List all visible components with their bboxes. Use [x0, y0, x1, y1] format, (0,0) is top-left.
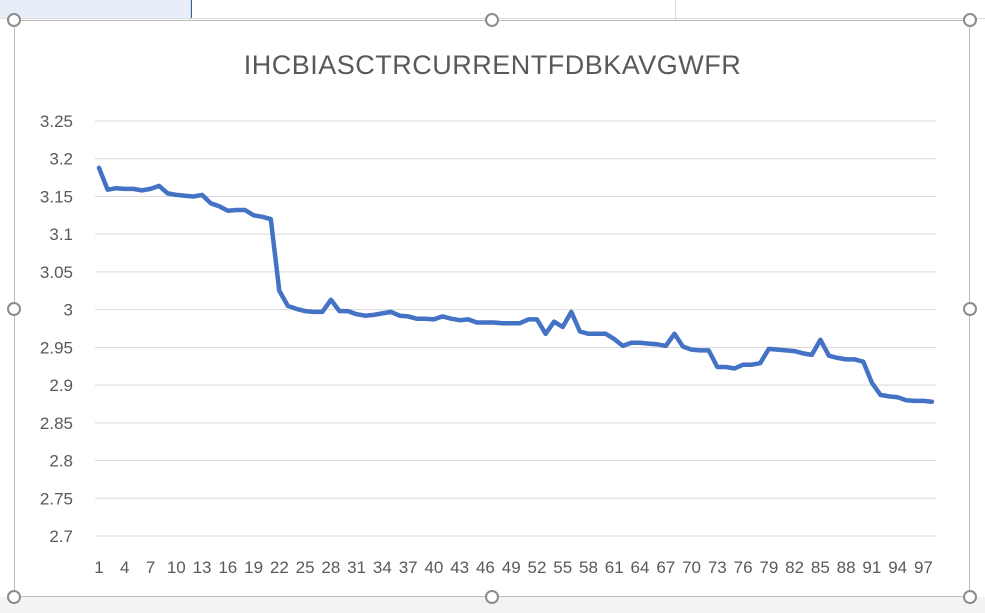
x-tick-label: 91	[862, 558, 881, 577]
x-tick-label: 64	[631, 558, 650, 577]
y-axis-ticks: 3.25 3.2 3.15 3.1 3.05 3 2.95 2.9 2.85 2.8 2.75 2.7	[40, 112, 73, 546]
x-tick-label: 46	[476, 558, 495, 577]
y-tick-label: 2.85	[40, 414, 73, 433]
y-tick-label: 3.05	[40, 263, 73, 282]
x-tick-label: 40	[424, 558, 443, 577]
x-tick-label: 1	[94, 558, 103, 577]
y-tick-label: 3.2	[49, 150, 73, 169]
x-tick-label: 37	[399, 558, 418, 577]
x-tick-label: 88	[837, 558, 856, 577]
chart-title: IHCBIASCTRCURRENTFDBKAVGWFR	[243, 50, 742, 80]
x-axis-ticks: 1 4 7 10 13 16 19 22 25 28 31 34 37 40 43 46 49 52 55 58 61 6…	[94, 558, 933, 577]
x-tick-label: 10	[167, 558, 186, 577]
x-tick-label: 79	[759, 558, 778, 577]
selected-cell[interactable]	[0, 0, 192, 18]
resize-handle-top[interactable]	[485, 13, 499, 27]
y-tick-label: 2.7	[49, 527, 73, 546]
x-tick-label: 28	[321, 558, 340, 577]
x-tick-label: 58	[579, 558, 598, 577]
x-tick-label: 67	[656, 558, 675, 577]
x-tick-label: 19	[244, 558, 263, 577]
x-tick-label: 76	[734, 558, 753, 577]
resize-handle-bottom-left[interactable]	[7, 590, 21, 604]
x-tick-label: 34	[373, 558, 392, 577]
resize-handle-top-right[interactable]	[963, 13, 977, 27]
gridlines	[95, 120, 936, 537]
x-tick-label: 85	[811, 558, 830, 577]
spreadsheet-row-strip	[0, 597, 985, 613]
resize-handle-top-left[interactable]	[7, 13, 21, 27]
y-tick-label: 3.25	[40, 112, 73, 131]
y-tick-label: 2.95	[40, 338, 73, 357]
x-tick-label: 94	[888, 558, 907, 577]
y-tick-label: 3	[64, 301, 73, 320]
x-tick-label: 55	[553, 558, 572, 577]
resize-handle-bottom[interactable]	[485, 590, 499, 604]
x-tick-label: 49	[502, 558, 521, 577]
resize-handle-bottom-right[interactable]	[963, 590, 977, 604]
series-line-0[interactable]	[96, 165, 935, 404]
x-tick-label: 31	[347, 558, 366, 577]
series-layer	[96, 165, 935, 404]
x-tick-label: 52	[528, 558, 547, 577]
x-tick-label: 7	[146, 558, 155, 577]
y-tick-label: 2.75	[40, 489, 73, 508]
x-tick-label: 16	[218, 558, 237, 577]
resize-handle-left[interactable]	[7, 302, 21, 316]
y-tick-label: 3.15	[40, 187, 73, 206]
x-tick-label: 25	[296, 558, 315, 577]
y-tick-label: 3.1	[49, 225, 73, 244]
x-tick-label: 82	[785, 558, 804, 577]
x-tick-label: 43	[450, 558, 469, 577]
x-tick-label: 22	[270, 558, 289, 577]
y-tick-label: 2.8	[49, 452, 73, 471]
resize-handle-right[interactable]	[963, 302, 977, 316]
x-tick-label: 97	[914, 558, 933, 577]
y-tick-label: 2.9	[49, 376, 73, 395]
x-tick-label: 13	[193, 558, 212, 577]
x-tick-label: 73	[708, 558, 727, 577]
x-tick-label: 4	[120, 558, 129, 577]
x-tick-label: 61	[605, 558, 624, 577]
x-tick-label: 70	[682, 558, 701, 577]
